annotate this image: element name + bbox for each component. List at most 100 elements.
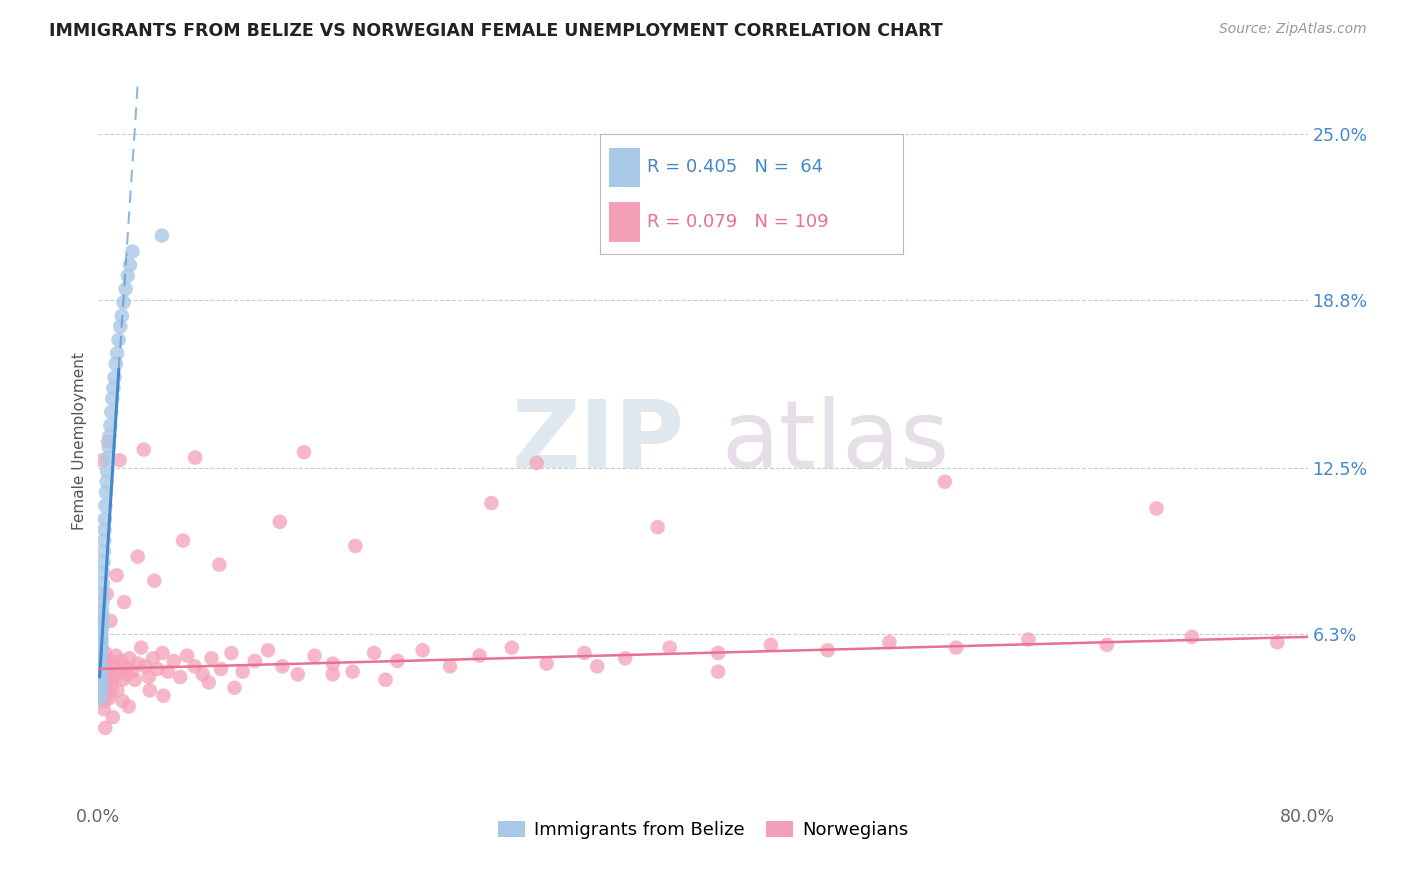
Point — [89, 691, 111, 706]
Point — [90, 640, 112, 655]
Point — [108, 319, 131, 334]
Point — [658, 640, 681, 655]
Point — [89, 640, 111, 655]
Point — [91, 683, 114, 698]
Point — [707, 665, 730, 679]
Point — [105, 683, 128, 698]
Point — [363, 646, 385, 660]
Point — [91, 595, 114, 609]
Point — [97, 434, 120, 449]
Point — [243, 654, 266, 668]
Point — [112, 595, 135, 609]
Point — [91, 670, 114, 684]
Point — [121, 244, 143, 259]
Point — [191, 667, 214, 681]
Point — [101, 392, 124, 406]
Point — [94, 646, 117, 660]
Point — [118, 258, 141, 272]
Point — [934, 475, 956, 489]
Point — [100, 667, 122, 681]
Point — [89, 646, 111, 660]
Point — [89, 665, 111, 679]
Point — [150, 228, 173, 243]
Point — [91, 603, 114, 617]
Point — [90, 675, 112, 690]
Point — [1181, 630, 1204, 644]
Point — [98, 654, 121, 668]
Point — [111, 694, 134, 708]
Point — [90, 635, 112, 649]
Point — [115, 667, 138, 681]
Point — [707, 646, 730, 660]
Point — [110, 654, 132, 668]
Point — [94, 485, 117, 500]
Point — [89, 670, 111, 684]
Point — [197, 675, 219, 690]
Point — [586, 659, 609, 673]
Point — [90, 638, 112, 652]
Point — [374, 673, 396, 687]
Point — [118, 651, 141, 665]
Point — [108, 665, 131, 679]
Point — [304, 648, 326, 663]
Point — [89, 659, 111, 673]
Point — [387, 654, 409, 668]
Point — [232, 665, 254, 679]
Point — [96, 657, 118, 671]
Point — [100, 405, 122, 419]
Point — [96, 587, 118, 601]
Point — [574, 646, 596, 660]
Point — [183, 659, 205, 673]
Point — [101, 659, 124, 673]
Point — [1267, 635, 1289, 649]
Point — [93, 694, 115, 708]
Point — [91, 659, 114, 673]
Point — [1144, 501, 1167, 516]
Legend: Immigrants from Belize, Norwegians: Immigrants from Belize, Norwegians — [489, 812, 917, 848]
Point — [90, 662, 112, 676]
Point — [269, 515, 291, 529]
Point — [176, 648, 198, 663]
Point — [93, 523, 115, 537]
Point — [89, 648, 111, 663]
Point — [94, 721, 117, 735]
Point — [614, 651, 637, 665]
Point — [90, 681, 112, 695]
Point — [105, 568, 128, 582]
Point — [501, 640, 523, 655]
Point — [90, 643, 112, 657]
Point — [97, 440, 120, 454]
Point — [132, 442, 155, 457]
Point — [89, 683, 111, 698]
Point — [93, 544, 115, 558]
Point — [221, 646, 243, 660]
Point — [90, 681, 112, 695]
Point — [945, 640, 967, 655]
Point — [98, 418, 121, 433]
Point — [292, 445, 315, 459]
Point — [200, 651, 222, 665]
Point — [271, 659, 294, 673]
Point — [105, 346, 128, 360]
Point — [90, 651, 112, 665]
Point — [1095, 638, 1118, 652]
Point — [90, 665, 112, 679]
Point — [91, 453, 114, 467]
Point — [163, 654, 186, 668]
Point — [104, 648, 127, 663]
Point — [127, 549, 149, 564]
Text: ZIP: ZIP — [512, 395, 685, 488]
Point — [156, 665, 179, 679]
Point — [342, 665, 364, 679]
Point — [90, 675, 112, 690]
Point — [90, 632, 112, 646]
Point — [344, 539, 367, 553]
Point — [97, 673, 120, 687]
Point — [111, 673, 134, 687]
Point — [184, 450, 207, 465]
Point — [143, 574, 166, 588]
Point — [124, 673, 146, 687]
Point — [90, 654, 112, 668]
Point — [209, 662, 232, 676]
Point — [129, 640, 152, 655]
